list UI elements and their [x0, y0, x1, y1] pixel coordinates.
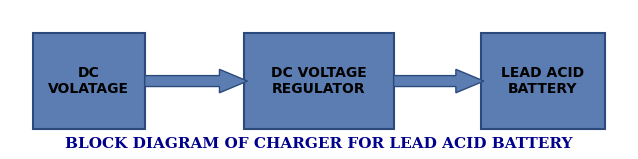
FancyBboxPatch shape: [33, 33, 145, 129]
FancyBboxPatch shape: [481, 33, 605, 129]
Text: DC VOLTAGE
REGULATOR: DC VOLTAGE REGULATOR: [271, 66, 367, 96]
FancyBboxPatch shape: [244, 33, 394, 129]
FancyArrow shape: [394, 69, 484, 93]
Text: BLOCK DIAGRAM OF CHARGER FOR LEAD ACID BATTERY: BLOCK DIAGRAM OF CHARGER FOR LEAD ACID B…: [65, 137, 573, 151]
Text: LEAD ACID
BATTERY: LEAD ACID BATTERY: [501, 66, 584, 96]
Text: DC
VOLATAGE: DC VOLATAGE: [48, 66, 130, 96]
FancyArrow shape: [145, 69, 248, 93]
